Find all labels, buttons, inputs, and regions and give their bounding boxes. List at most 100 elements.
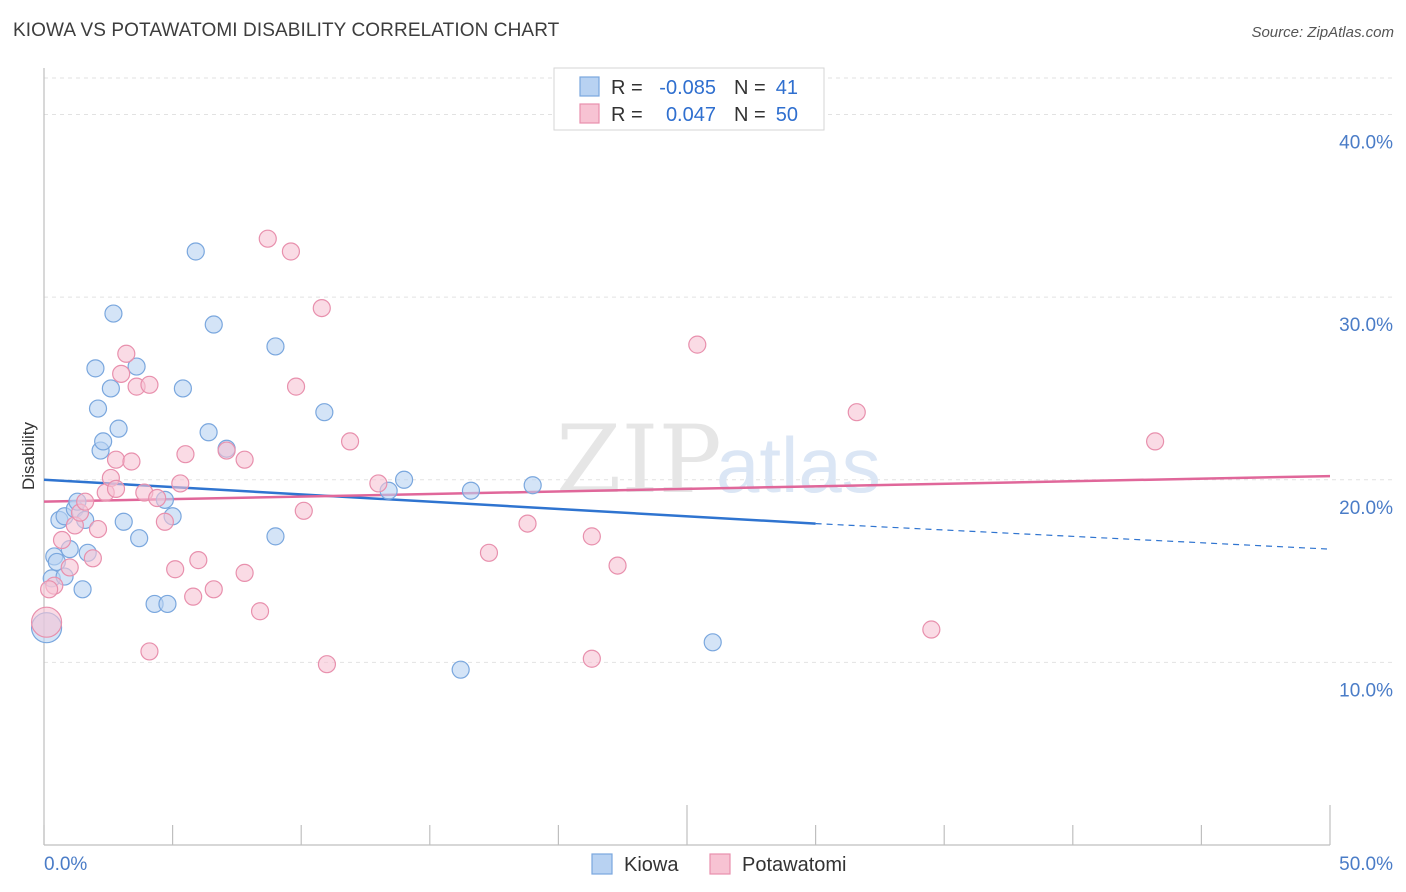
- point-potawatomi: [294, 501, 313, 520]
- point-kiowa: [703, 633, 722, 652]
- point-potawatomi: [369, 474, 388, 493]
- chart-title: KIOWA VS POTAWATOMI DISABILITY CORRELATI…: [13, 20, 560, 41]
- stats-legend: R = -0.085 N = 41 R = 0.047 N = 50: [553, 67, 825, 131]
- point-potawatomi: [171, 474, 190, 493]
- point-potawatomi: [106, 479, 126, 498]
- point-kiowa: [73, 580, 92, 599]
- legend-n-value-kiowa: 41: [776, 77, 798, 99]
- legend-n-label-kiowa: N =: [734, 77, 766, 99]
- point-potawatomi: [922, 620, 941, 639]
- point-potawatomi: [155, 512, 174, 531]
- point-potawatomi: [608, 556, 627, 575]
- point-potawatomi: [312, 299, 331, 318]
- y-tick-label: 20.0%: [1339, 498, 1393, 519]
- point-kiowa: [523, 476, 542, 495]
- point-kiowa: [451, 660, 470, 679]
- watermark-zip: ZIP: [556, 406, 722, 515]
- point-potawatomi: [106, 450, 126, 469]
- point-kiowa: [204, 315, 223, 334]
- point-kiowa: [394, 470, 414, 489]
- y-tick-label: 10.0%: [1339, 680, 1393, 701]
- point-kiowa: [86, 359, 105, 378]
- point-kiowa: [199, 423, 218, 442]
- point-potawatomi: [582, 649, 601, 668]
- point-potawatomi: [184, 587, 203, 606]
- point-potawatomi: [286, 377, 306, 396]
- point-kiowa: [266, 527, 285, 546]
- x-tick-label-max: 50.0%: [1339, 854, 1393, 875]
- legend-swatch-potawatomi: [579, 103, 600, 124]
- point-kiowa: [186, 242, 205, 261]
- point-potawatomi: [40, 580, 59, 599]
- point-potawatomi: [122, 452, 141, 471]
- chart-source: Source: ZipAtlas.com: [1251, 24, 1394, 41]
- point-potawatomi: [140, 642, 159, 661]
- point-kiowa: [130, 529, 149, 548]
- legend-n-value-potawatomi: 50: [776, 104, 798, 126]
- point-potawatomi: [281, 242, 301, 261]
- point-potawatomi: [176, 445, 195, 464]
- point-potawatomi: [317, 655, 337, 674]
- point-potawatomi: [76, 492, 95, 511]
- point-potawatomi: [688, 335, 707, 354]
- point-potawatomi: [88, 519, 108, 539]
- point-kiowa: [114, 512, 133, 531]
- point-kiowa: [101, 379, 120, 398]
- point-potawatomi: [52, 530, 72, 550]
- point-potawatomi: [250, 602, 270, 621]
- point-potawatomi: [112, 364, 131, 383]
- point-potawatomi: [204, 580, 223, 599]
- point-potawatomi: [518, 514, 537, 533]
- point-potawatomi: [217, 441, 236, 460]
- point-kiowa: [173, 379, 192, 398]
- bottom-legend-swatch-potawatomi: [709, 853, 731, 875]
- x-tick-label-min: 0.0%: [44, 854, 87, 875]
- trend-line-potawatomi: [43, 474, 1331, 503]
- point-potawatomi: [1146, 432, 1165, 451]
- legend-n-label-potawatomi: N =: [734, 104, 766, 126]
- point-kiowa: [315, 403, 334, 422]
- point-potawatomi: [148, 488, 167, 508]
- point-potawatomi: [235, 450, 254, 469]
- bottom-legend-label-kiowa: Kiowa: [624, 854, 679, 876]
- point-potawatomi: [582, 527, 601, 546]
- bottom-legend-label-potawatomi: Potawatomi: [742, 854, 847, 876]
- points-layer: [30, 229, 1165, 679]
- point-potawatomi: [140, 375, 159, 394]
- watermark-atlas: atlas: [716, 421, 881, 509]
- watermark: ZIP atlas: [556, 406, 881, 515]
- point-kiowa: [94, 432, 113, 451]
- point-kiowa: [127, 357, 146, 376]
- trend-line-kiowa-extension: [815, 522, 1331, 550]
- y-axis-title: Disability: [19, 421, 38, 490]
- point-potawatomi: [83, 549, 102, 568]
- legend-r-label-potawatomi: R =: [611, 104, 643, 126]
- point-kiowa: [158, 594, 177, 614]
- point-potawatomi: [340, 432, 360, 451]
- point-potawatomi: [30, 606, 63, 638]
- point-potawatomi: [847, 403, 866, 422]
- bottom-legend-swatch-kiowa: [591, 853, 613, 875]
- legend-swatch-kiowa: [579, 76, 600, 97]
- point-potawatomi: [60, 558, 79, 577]
- point-potawatomi: [258, 229, 277, 248]
- point-kiowa: [266, 337, 285, 356]
- y-tick-label: 40.0%: [1339, 133, 1393, 154]
- point-kiowa: [88, 399, 108, 418]
- legend-r-value-kiowa: -0.085: [659, 77, 716, 99]
- point-kiowa: [461, 481, 481, 500]
- legend-r-label-kiowa: R =: [611, 77, 643, 99]
- point-potawatomi: [235, 563, 254, 582]
- y-tick-label: 30.0%: [1339, 315, 1393, 336]
- point-potawatomi: [189, 551, 208, 570]
- point-potawatomi: [166, 560, 185, 579]
- legend-r-value-potawatomi: 0.047: [666, 104, 716, 126]
- point-potawatomi: [479, 543, 499, 562]
- axis-layer: 10.0% 20.0% 30.0% 40.0% 0.0% 50.0%: [43, 68, 1393, 875]
- series-legend: Kiowa Potawatomi: [591, 853, 847, 876]
- point-potawatomi: [117, 344, 136, 363]
- point-kiowa: [109, 419, 128, 438]
- point-kiowa: [104, 304, 123, 323]
